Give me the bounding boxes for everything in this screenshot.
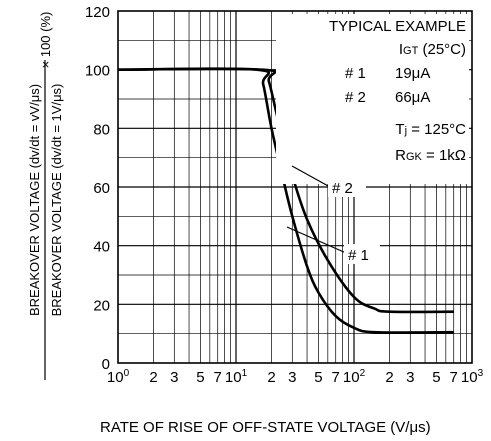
annotation-row1-value: 19μA: [395, 65, 430, 82]
x-tick-label: 3: [406, 369, 414, 386]
x-tick-label: 2: [267, 369, 275, 386]
series-2-line: [117, 67, 454, 314]
series-2-label: # 2: [332, 180, 353, 197]
annotation-box: [276, 14, 469, 184]
x-tick-label: 2: [385, 369, 393, 386]
annotation-row1-id: # 1: [345, 65, 366, 82]
annotation-rgk: RGK = 1kΩ: [395, 147, 466, 164]
series-1-leader-line: [286, 226, 347, 254]
annotation-tj: Tj = 125°C: [395, 121, 466, 138]
x-tick-label: 3: [170, 369, 178, 386]
x-tick-label: 7: [450, 369, 458, 386]
x-tick-label: 5: [432, 369, 440, 386]
y-axis-label-factor: × 100 (%): [38, 12, 53, 69]
y-tick-label: 80: [93, 121, 110, 138]
annotation-igt: IGT (25°C): [399, 41, 466, 58]
series-2-leader-line: [291, 165, 331, 188]
y-axis-label-numerator: BREAKOVER VOLTAGE (dv/dt = vV/μs): [27, 84, 42, 316]
x-tick-label: 101: [225, 368, 248, 386]
x-tick-label: 3: [288, 369, 296, 386]
annotation-row2-value: 66μA: [395, 89, 430, 106]
x-tick-label: 103: [461, 368, 484, 386]
y-tick-label: 120: [85, 4, 110, 21]
y-tick-labels: 0 20 40 60 80 100 120: [85, 4, 110, 373]
y-tick-label: 60: [93, 180, 110, 197]
y-tick-label: 0: [102, 356, 110, 373]
x-tick-label: 7: [332, 369, 340, 386]
x-tick-label: 2: [149, 369, 157, 386]
y-tick-label: 20: [93, 297, 110, 314]
plot-frame: [117, 10, 473, 364]
y-tick-label: 40: [93, 239, 110, 256]
x-tick-label: 100: [107, 368, 130, 386]
series-1-label: # 1: [348, 247, 369, 264]
x-tick-label: 5: [196, 369, 204, 386]
y-tick-label: 100: [85, 63, 110, 80]
y-axis-label-denominator: BREAKOVER VOLTAGE (dv/dt = 1V/μs): [49, 84, 64, 317]
annotation-row2-id: # 2: [345, 89, 366, 106]
x-tick-label: 102: [343, 368, 366, 386]
annotation-typical-example: TYPICAL EXAMPLE: [329, 18, 466, 35]
x-tick-label: 5: [314, 369, 322, 386]
x-tick-label: 7: [214, 369, 222, 386]
x-tick-labels: 100 2 3 5 7 101 2 3 5 7 102 2 3 5 7 103: [107, 368, 484, 386]
series-2-label-box: [328, 177, 366, 197]
x-axis-label: RATE OF RISE OF OFF-STATE VOLTAGE (V/μs): [100, 419, 431, 436]
series-1-label-box: [344, 244, 380, 264]
